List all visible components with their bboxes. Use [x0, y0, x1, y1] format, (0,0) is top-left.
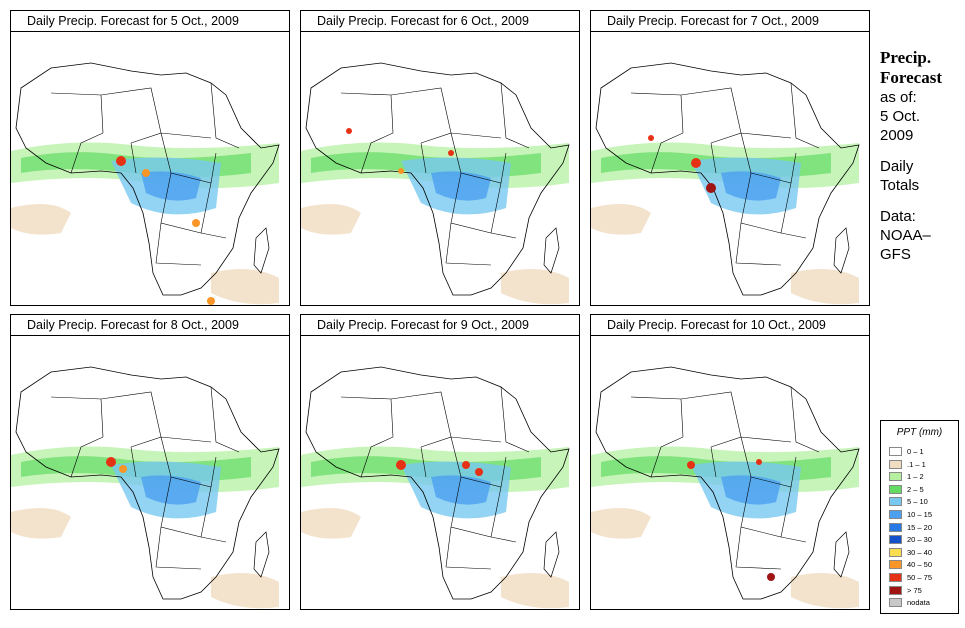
legend-label: 2 – 5 [907, 484, 924, 494]
forecast-panel-2: Daily Precip. Forecast for 6 Oct., 2009 [300, 10, 580, 306]
precip-map [591, 366, 860, 609]
legend-item: 15 – 20 [889, 522, 933, 533]
precip-map [11, 366, 280, 609]
side-data-line3: GFS [880, 246, 911, 263]
legend-item: 50 – 75 [889, 573, 932, 583]
panel-title: Daily Precip. Forecast for 6 Oct., 2009 [301, 11, 579, 32]
legend-item: 1 – 2 [889, 472, 924, 482]
legend-swatch [889, 510, 902, 519]
legend-label: 40 – 50 [907, 560, 933, 570]
forecast-panel-6: Daily Precip. Forecast for 10 Oct., 2009 [590, 314, 870, 610]
legend-label: 0 – 1 [907, 447, 924, 456]
legend-label: 10 – 15 [907, 510, 933, 519]
panel-title: Daily Precip. Forecast for 9 Oct., 2009 [301, 315, 579, 336]
legend-item: 30 – 40 [889, 547, 933, 558]
legend-item: 2 – 5 [889, 484, 924, 495]
precip-map [301, 366, 570, 609]
legend-swatch [889, 522, 902, 532]
legend-label: 50 – 75 [907, 573, 933, 582]
side-info: Precip. Forecast as of: 5 Oct. 2009 Dail… [880, 48, 965, 264]
legend-item: 0 – 1 [889, 447, 924, 457]
forecast-panel-4: Daily Precip. Forecast for 8 Oct., 2009 [10, 314, 290, 610]
forecast-panel-3: Daily Precip. Forecast for 7 Oct., 2009 [590, 10, 870, 306]
legend: PPT (mm) 0 – 1 .1 – 1 1 – 2 2 – 5 5 – 10 10 –… [880, 420, 959, 614]
legend-item: 5 – 10 [889, 497, 928, 507]
legend-label: nodata [907, 598, 930, 608]
legend-swatch [889, 598, 902, 608]
legend-swatch [889, 573, 902, 582]
panel-title: Daily Precip. Forecast for 8 Oct., 2009 [11, 315, 289, 336]
side-totals-line1: Daily [880, 158, 914, 175]
legend-label: 30 – 40 [907, 547, 933, 557]
legend-label: 5 – 10 [907, 497, 928, 507]
forecast-panel-5: Daily Precip. Forecast for 9 Oct., 2009 [300, 314, 580, 610]
side-asof: as of: [880, 89, 917, 106]
legend-label: .1 – 1 [907, 459, 926, 469]
legend-swatch [889, 497, 902, 507]
legend-label: 1 – 2 [907, 472, 924, 482]
legend-swatch [889, 484, 902, 494]
legend-item: 20 – 30 [889, 535, 932, 545]
side-totals-line2: Totals [880, 177, 920, 194]
precip-map [591, 62, 860, 305]
legend-item: 10 – 15 [889, 510, 932, 520]
legend-item: nodata [889, 598, 930, 608]
side-title-line2: Forecast [880, 68, 942, 87]
side-data-line2: NOAA– [880, 227, 931, 244]
side-date-line1: 5 Oct. [880, 108, 921, 125]
legend-item: 40 – 50 [889, 560, 932, 570]
legend-label: > 75 [907, 585, 922, 595]
legend-swatch [889, 459, 902, 469]
legend-label: 15 – 20 [907, 522, 933, 532]
legend-swatch [889, 547, 902, 557]
side-title-line1: Precip. [880, 48, 932, 67]
forecast-panel-1: Daily Precip. Forecast for 5 Oct., 2009 [10, 10, 290, 306]
precip-map [301, 62, 570, 305]
side-date-line2: 2009 [880, 127, 914, 144]
panel-title: Daily Precip. Forecast for 10 Oct., 2009 [591, 315, 869, 336]
legend-swatch [889, 447, 902, 456]
legend-title: PPT (mm) [896, 427, 943, 438]
panel-title: Daily Precip. Forecast for 5 Oct., 2009 [11, 11, 289, 32]
legend-swatch [889, 560, 902, 570]
legend-swatch [889, 535, 902, 545]
legend-item: .1 – 1 [889, 459, 926, 470]
legend-swatch [889, 585, 902, 595]
legend-item: > 75 [889, 585, 922, 596]
side-data-line1: Data: [880, 208, 916, 225]
precip-map [11, 62, 280, 305]
panel-title: Daily Precip. Forecast for 7 Oct., 2009 [591, 11, 869, 32]
legend-label: 20 – 30 [907, 535, 933, 545]
legend-swatch [889, 472, 902, 482]
